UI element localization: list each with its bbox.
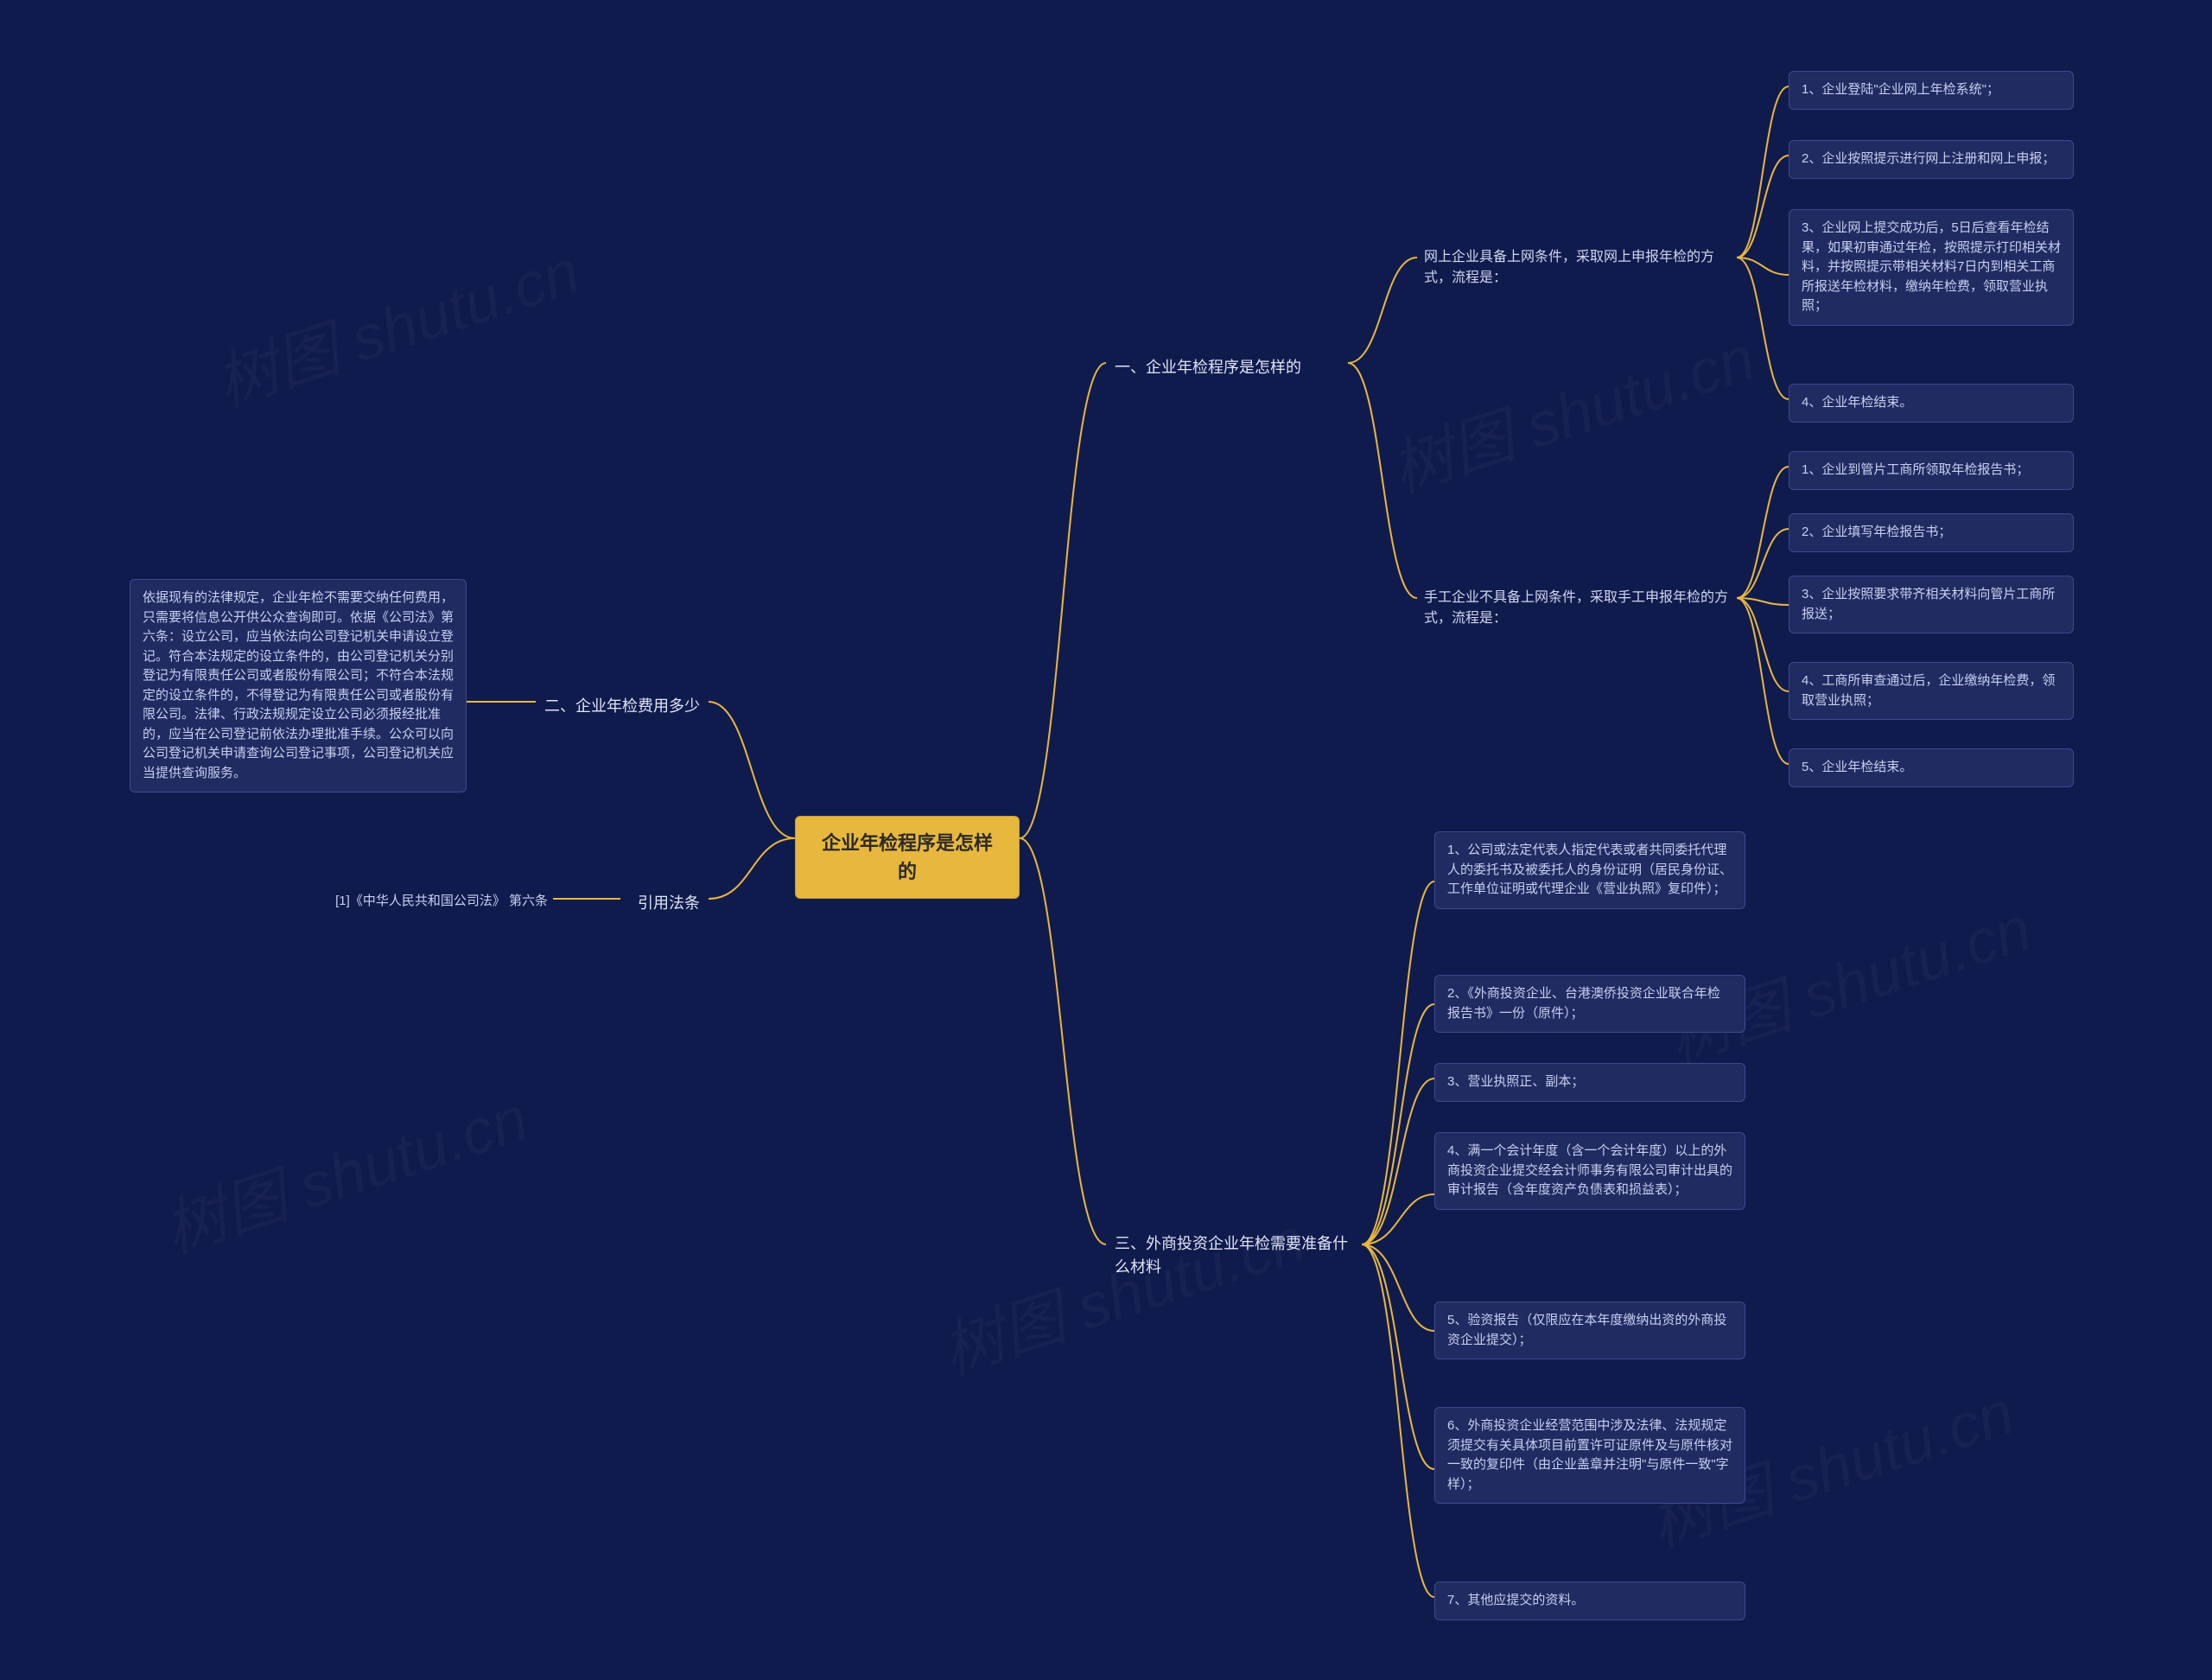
watermark: 树图 shutu.cn: [928, 1188, 1314, 1391]
leaf-foreign-3[interactable]: 3、营业执照正、副本；: [1434, 1063, 1745, 1102]
leaf-law-ref[interactable]: [1]《中华人民共和国公司法》 第六条: [325, 888, 553, 915]
leaf-manual-4[interactable]: 4、工商所审查通过后，企业缴纳年检费，领取营业执照；: [1789, 662, 2074, 720]
leaf-manual-2[interactable]: 2、企业填写年检报告书；: [1789, 513, 2074, 552]
leaf-online-4[interactable]: 4、企业年检结束。: [1789, 384, 2074, 423]
branch-section-1[interactable]: 一、企业年检程序是怎样的: [1106, 349, 1348, 386]
watermark: 树图 shutu.cn: [1377, 307, 1764, 510]
leaf-manual-5[interactable]: 5、企业年检结束。: [1789, 748, 2074, 787]
watermark: 树图 shutu.cn: [150, 1067, 537, 1270]
leaf-fee-text[interactable]: 依据现有的法律规定，企业年检不需要交纳任何费用，只需要将信息公开供公众查询即可。…: [130, 579, 467, 792]
branch-section-2[interactable]: 二、企业年检费用多少: [536, 688, 709, 725]
root-node[interactable]: 企业年检程序是怎样的: [795, 816, 1020, 899]
leaf-manual-3[interactable]: 3、企业按照要求带齐相关材料向管片工商所报送；: [1789, 576, 2074, 633]
branch-section-3[interactable]: 三、外商投资企业年检需要准备什么材料: [1106, 1225, 1362, 1286]
leaf-online-1[interactable]: 1、企业登陆"企业网上年检系统"；: [1789, 71, 2074, 110]
leaf-foreign-7[interactable]: 7、其他应提交的资料。: [1434, 1581, 1745, 1620]
sub-online-process[interactable]: 网上企业具备上网条件，采取网上申报年检的方式，流程是：: [1417, 242, 1737, 294]
watermark: 树图 shutu.cn: [202, 220, 588, 423]
branch-law-ref[interactable]: 引用法条: [620, 885, 709, 922]
leaf-foreign-1[interactable]: 1、公司或法定代表人指定代表或者共同委托代理人的委托书及被委托人的身份证明（居民…: [1434, 831, 1745, 909]
leaf-foreign-5[interactable]: 5、验资报告（仅限应在本年度缴纳出资的外商投资企业提交）；: [1434, 1301, 1745, 1359]
leaf-manual-1[interactable]: 1、企业到管片工商所领取年检报告书；: [1789, 451, 2074, 490]
leaf-foreign-6[interactable]: 6、外商投资企业经营范围中涉及法律、法规规定须提交有关具体项目前置许可证原件及与…: [1434, 1407, 1745, 1504]
leaf-foreign-2[interactable]: 2、《外商投资企业、台港澳侨投资企业联合年检报告书》一份（原件）；: [1434, 975, 1745, 1033]
leaf-online-2[interactable]: 2、企业按照提示进行网上注册和网上申报；: [1789, 140, 2074, 179]
leaf-online-3[interactable]: 3、企业网上提交成功后，5日后查看年检结果，如果初审通过年检，按照提示打印相关材…: [1789, 209, 2074, 326]
sub-manual-process[interactable]: 手工企业不具备上网条件，采取手工申报年检的方式，流程是：: [1417, 582, 1737, 634]
leaf-foreign-4[interactable]: 4、满一个会计年度（含一个会计年度）以上的外商投资企业提交经会计师事务有限公司审…: [1434, 1132, 1745, 1210]
mindmap-canvas: 树图 shutu.cn 树图 shutu.cn 树图 shutu.cn 树图 s…: [0, 0, 2212, 1680]
